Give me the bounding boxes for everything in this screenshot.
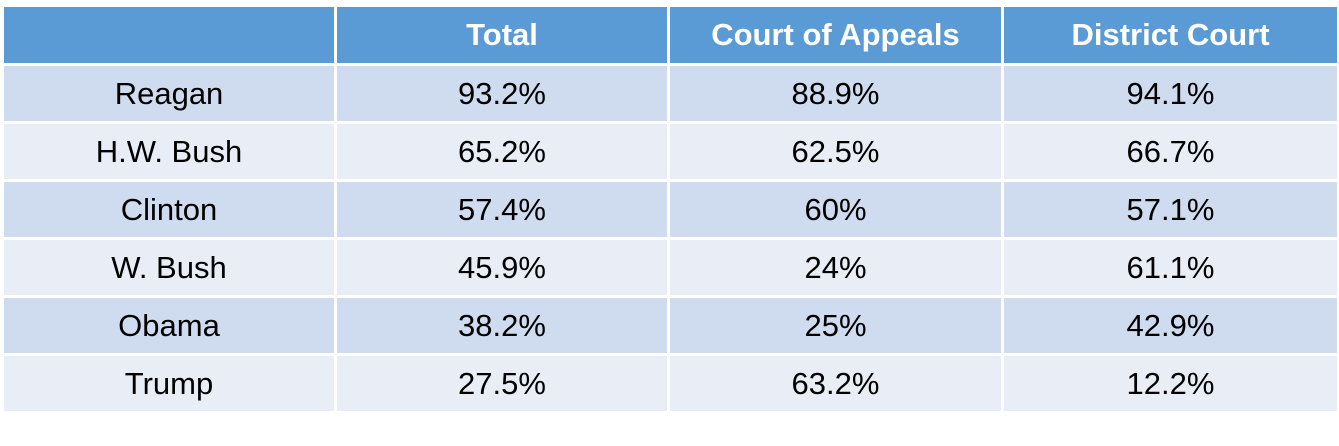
table-cell: 45.9% [334, 237, 670, 298]
row-label: Obama [1, 295, 337, 356]
column-header: District Court [1001, 4, 1339, 66]
column-header: Court of Appeals [667, 4, 1004, 66]
table-cell: 57.4% [334, 179, 670, 240]
table-cell: 93.2% [334, 63, 670, 124]
table-cell: 24% [667, 237, 1004, 298]
table-cell: 27.5% [334, 353, 670, 414]
header-row: Total Court of Appeals District Court [1, 4, 1339, 66]
table-cell: 25% [667, 295, 1004, 356]
table-cell: 57.1% [1001, 179, 1339, 240]
table-cell: 94.1% [1001, 63, 1339, 124]
header-corner [1, 4, 337, 66]
table-cell: 63.2% [667, 353, 1004, 414]
table-cell: 38.2% [334, 295, 670, 356]
table-row: H.W. Bush 65.2% 62.5% 66.7% [1, 121, 1339, 182]
row-label: H.W. Bush [1, 121, 337, 182]
table-cell: 60% [667, 179, 1004, 240]
row-label: Trump [1, 353, 337, 414]
table-row: Obama 38.2% 25% 42.9% [1, 295, 1339, 356]
column-header: Total [334, 4, 670, 66]
table-body: Reagan 93.2% 88.9% 94.1% H.W. Bush 65.2% 62.5%… [1, 63, 1339, 414]
row-label: Clinton [1, 179, 337, 240]
results-table: Total Court of Appeals District Court Reag… [1, 4, 1339, 414]
table-cell: 65.2% [334, 121, 670, 182]
table-cell: 66.7% [1001, 121, 1339, 182]
table-cell: 12.2% [1001, 353, 1339, 414]
row-label: Reagan [1, 63, 337, 124]
row-label: W. Bush [1, 237, 337, 298]
table-cell: 62.5% [667, 121, 1004, 182]
table-row: Clinton 57.4% 60% 57.1% [1, 179, 1339, 240]
table-cell: 88.9% [667, 63, 1004, 124]
table-row: Reagan 93.2% 88.9% 94.1% [1, 63, 1339, 124]
table-row: Trump 27.5% 63.2% 12.2% [1, 353, 1339, 414]
table-cell: 61.1% [1001, 237, 1339, 298]
table-row: W. Bush 45.9% 24% 61.1% [1, 237, 1339, 298]
table-cell: 42.9% [1001, 295, 1339, 356]
